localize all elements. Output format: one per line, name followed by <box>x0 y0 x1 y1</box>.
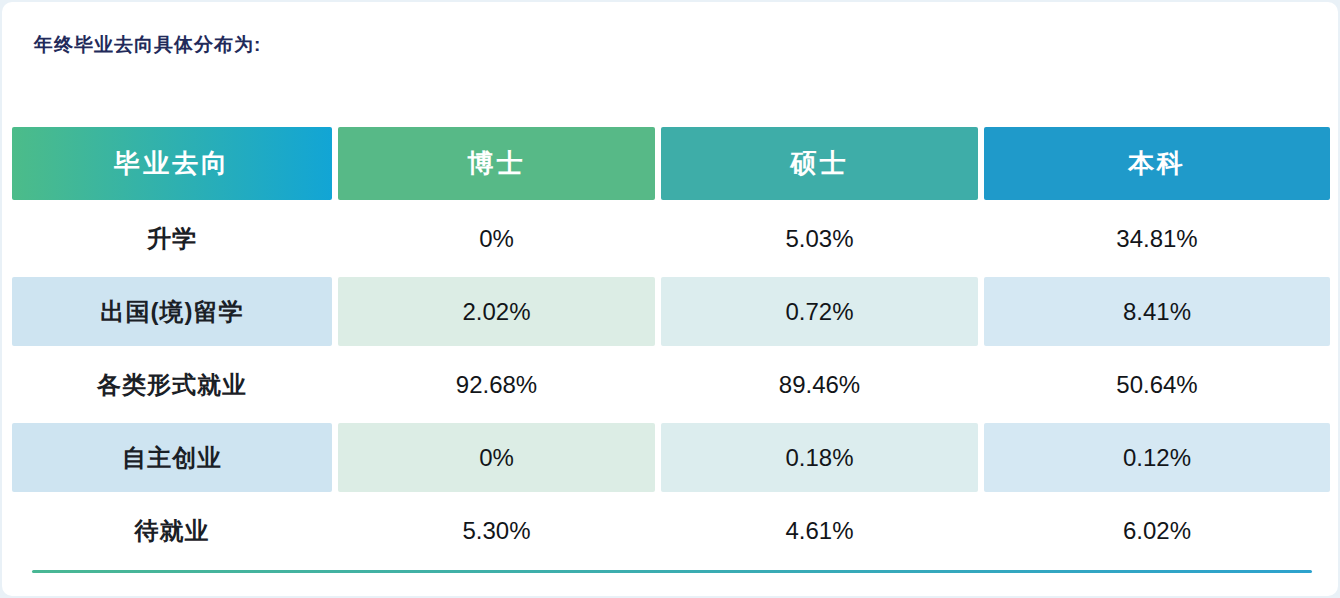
table-row-label: 升学 <box>12 204 332 273</box>
table-cell: 89.46% <box>661 350 978 419</box>
table-cell: 0.18% <box>661 423 978 492</box>
table-cell: 5.30% <box>338 496 655 565</box>
table-header-destination: 毕业去向 <box>12 127 332 200</box>
table-row-label: 各类形式就业 <box>12 350 332 419</box>
table-row-label: 待就业 <box>12 496 332 565</box>
table-header-master: 硕士 <box>661 127 978 200</box>
table-cell: 50.64% <box>984 350 1330 419</box>
table-cell: 92.68% <box>338 350 655 419</box>
table-cell: 5.03% <box>661 204 978 273</box>
page-title: 年终毕业去向具体分布为: <box>34 32 261 58</box>
table-bottom-divider <box>32 570 1312 573</box>
table-cell: 6.02% <box>984 496 1330 565</box>
table-cell: 8.41% <box>984 277 1330 346</box>
table-cell: 4.61% <box>661 496 978 565</box>
table-cell: 2.02% <box>338 277 655 346</box>
table-header-bachelor: 本科 <box>984 127 1330 200</box>
table-row-label: 出国(境)留学 <box>12 277 332 346</box>
table-cell: 0% <box>338 204 655 273</box>
table-cell: 0.72% <box>661 277 978 346</box>
table-cell: 0% <box>338 423 655 492</box>
content-card: 年终毕业去向具体分布为: 毕业去向 博士 硕士 本科 升学 0% 5.03% 3… <box>2 2 1338 596</box>
table-cell: 34.81% <box>984 204 1330 273</box>
table-header-doctor: 博士 <box>338 127 655 200</box>
table-row-label: 自主创业 <box>12 423 332 492</box>
graduation-destination-table: 毕业去向 博士 硕士 本科 升学 0% 5.03% 34.81% 出国(境)留学… <box>12 127 1330 565</box>
table-cell: 0.12% <box>984 423 1330 492</box>
